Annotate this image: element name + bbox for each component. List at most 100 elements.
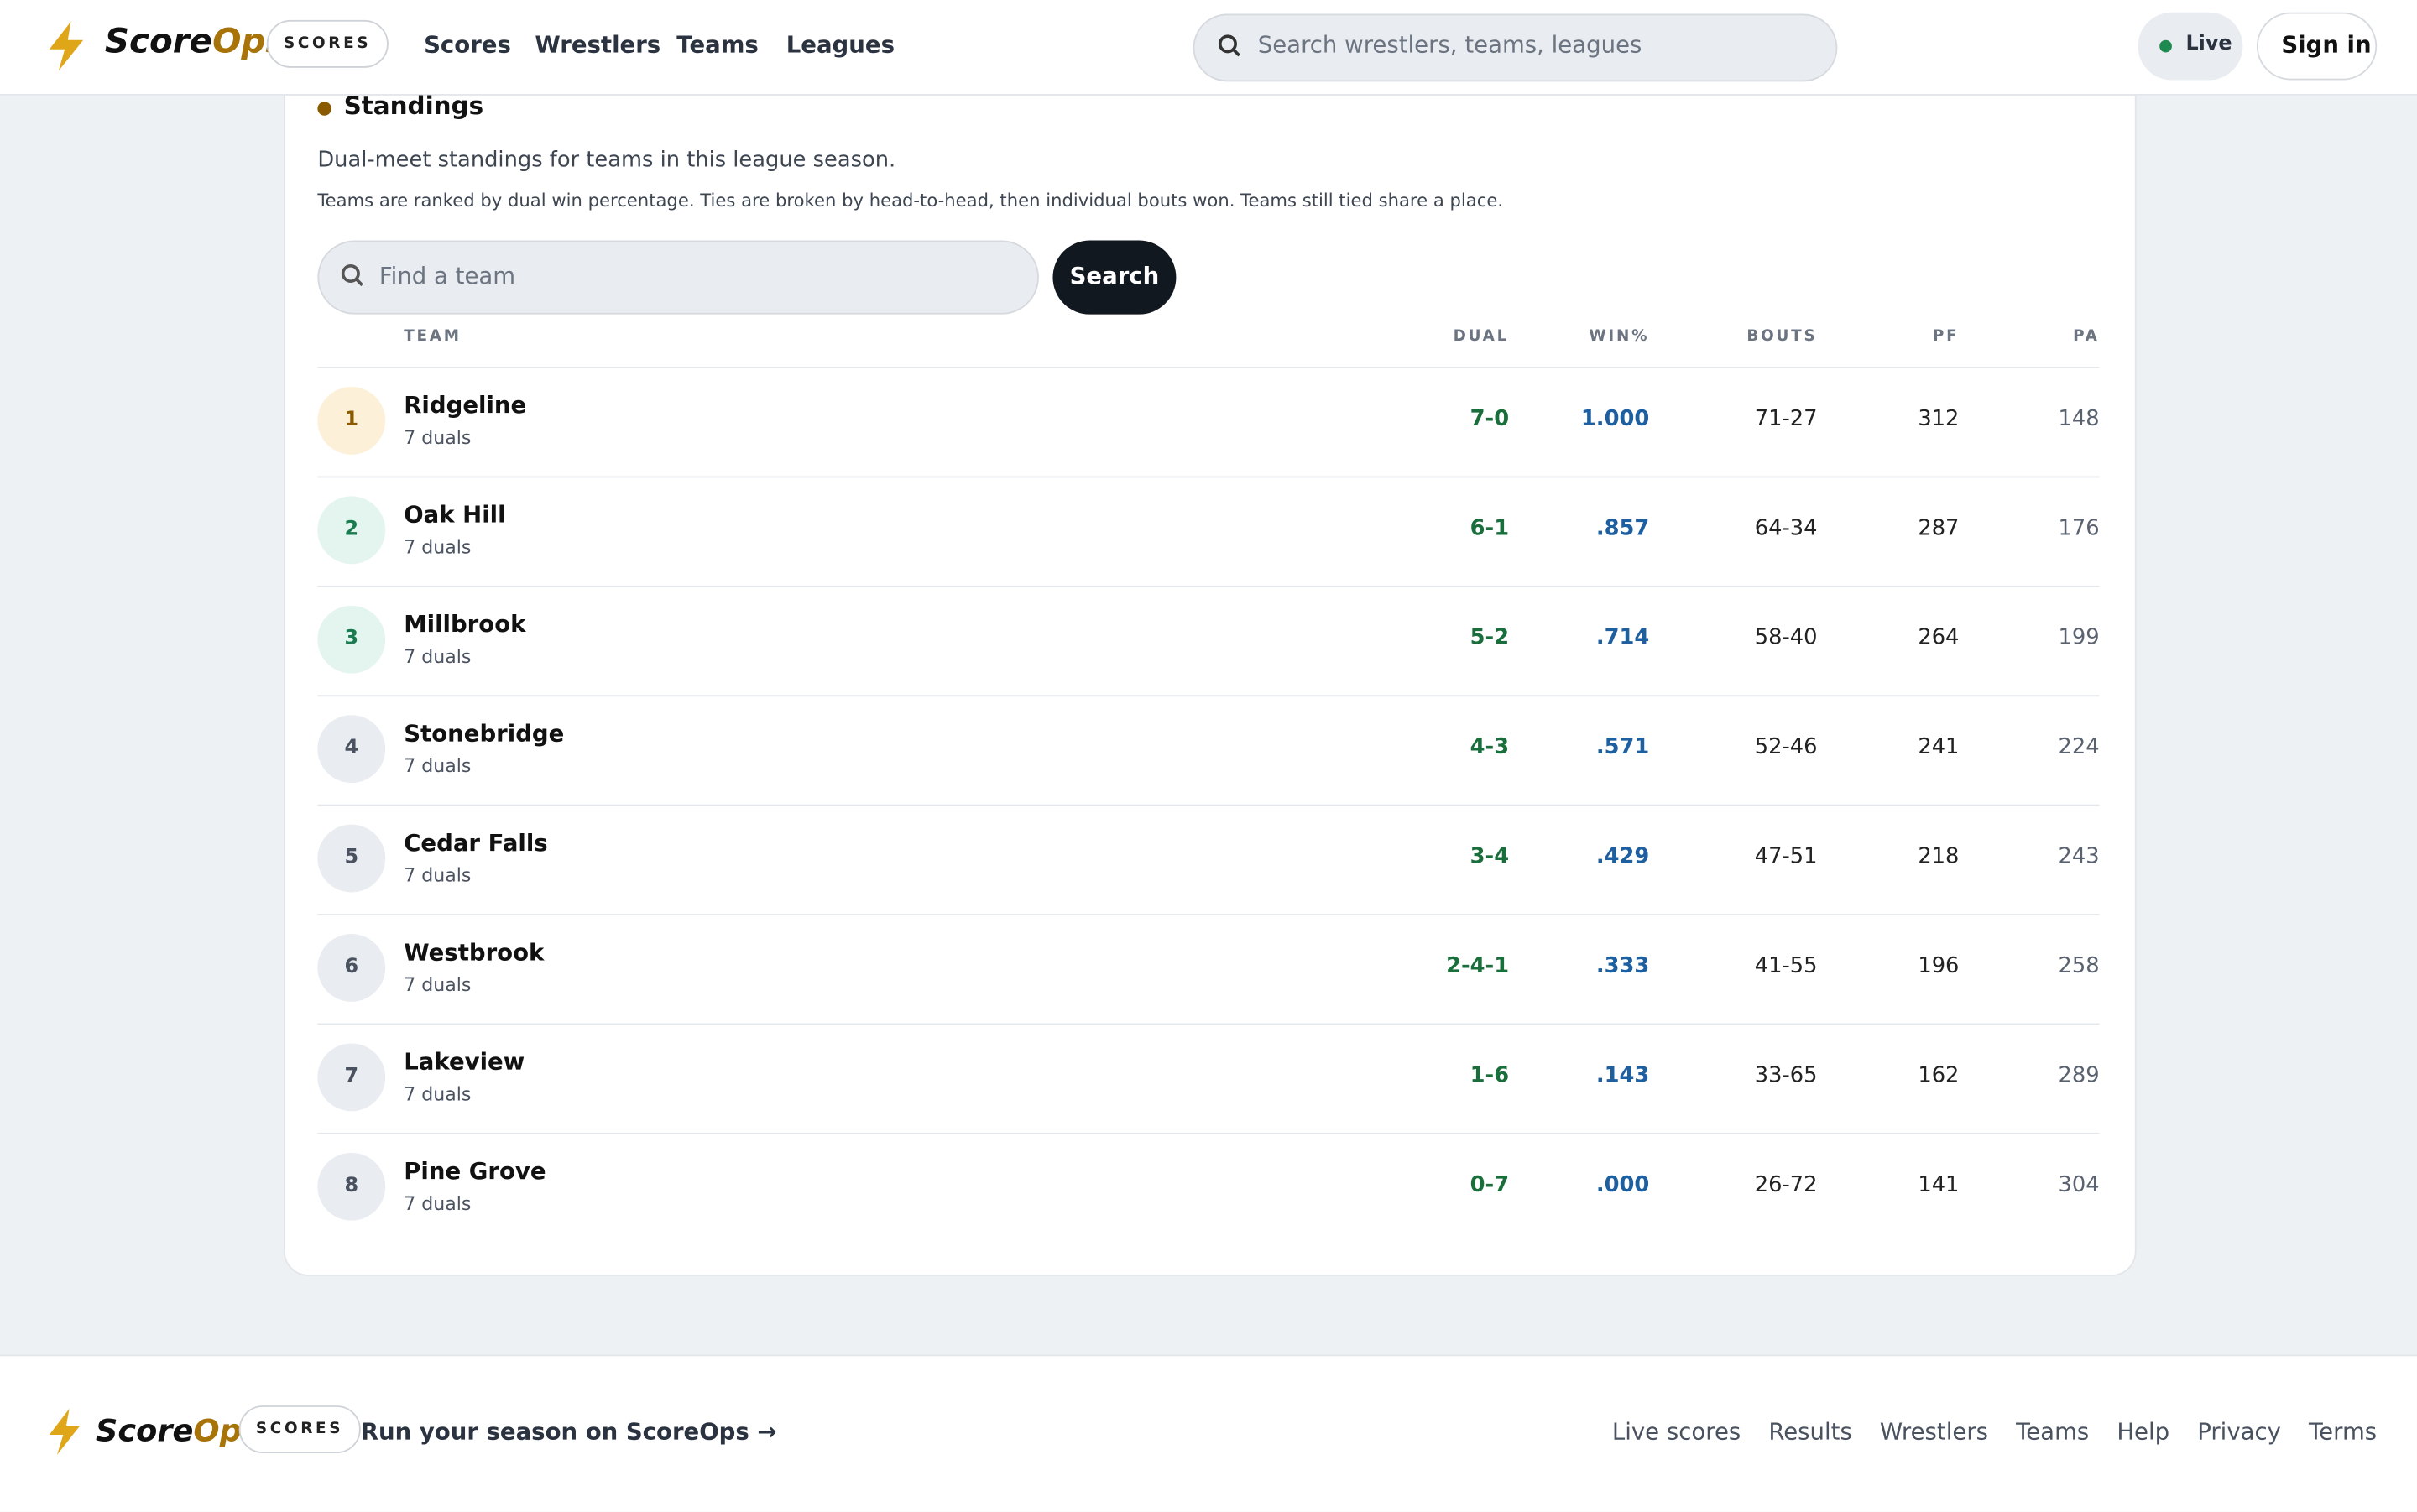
footer-link[interactable]: Privacy: [2197, 1417, 2281, 1446]
standings-card: [283, 0, 2137, 1276]
bouts: 47-51: [1754, 844, 1818, 869]
dual-record: 1-6: [1470, 1063, 1510, 1088]
win-pct: 1.000: [1580, 406, 1650, 432]
team-duals: 7 duals: [404, 973, 472, 996]
column-header: WIN%: [1589, 328, 1650, 346]
points-against: 148: [2058, 406, 2100, 432]
footer-cta[interactable]: Run your season on ScoreOps →: [360, 1417, 777, 1446]
team-name[interactable]: Cedar Falls: [404, 829, 548, 858]
rank-badge: 7: [317, 1043, 386, 1112]
team-duals: 7 duals: [404, 754, 472, 777]
points-for: 241: [1918, 735, 1960, 760]
footer-link[interactable]: Wrestlers: [1879, 1417, 1989, 1446]
sign-in-label: Sign in: [2281, 30, 2372, 59]
dual-record: 7-0: [1470, 406, 1510, 432]
footer-link[interactable]: Help: [2117, 1417, 2170, 1446]
points-for: 218: [1918, 844, 1960, 869]
bouts: 26-72: [1754, 1172, 1818, 1198]
search-button[interactable]: Search: [1052, 240, 1177, 315]
footer-link[interactable]: Results: [1768, 1417, 1852, 1446]
bouts: 71-27: [1754, 406, 1818, 432]
rank-badge: 2: [317, 496, 386, 565]
badge: SCORES: [266, 19, 389, 68]
points-against: 176: [2058, 516, 2100, 541]
badge: SCORES: [238, 1405, 361, 1454]
points-against: 243: [2058, 844, 2100, 869]
brand[interactable]: ScoreOps: [105, 23, 285, 62]
live-label: Live: [2185, 32, 2232, 56]
sign-in-button[interactable]: [2256, 12, 2378, 81]
footer-link[interactable]: Teams: [2016, 1417, 2090, 1446]
section-title: Standings: [343, 91, 484, 121]
nav-link[interactable]: Wrestlers: [535, 30, 661, 59]
find-team-box[interactable]: [317, 240, 1039, 315]
row-divider: [317, 1023, 2100, 1025]
nav-link[interactable]: Teams: [676, 30, 759, 59]
team-name[interactable]: Lakeview: [404, 1047, 525, 1077]
win-pct: .000: [1595, 1172, 1650, 1198]
win-pct: .857: [1595, 516, 1650, 541]
team-name[interactable]: Stonebridge: [404, 719, 565, 748]
dual-record: 5-2: [1470, 625, 1510, 651]
live-dot: [2159, 39, 2172, 53]
row-divider: [317, 476, 2100, 478]
dual-record: 3-4: [1470, 844, 1510, 869]
find-team-placeholder: Find a team: [378, 262, 516, 290]
live-pill[interactable]: [2138, 12, 2243, 81]
bouts: 52-46: [1754, 735, 1818, 760]
section-note: Teams are ranked by dual win percentage.…: [317, 189, 1504, 211]
dual-record: 4-3: [1470, 735, 1510, 760]
dual-record: 0-7: [1470, 1172, 1510, 1198]
team-duals: 7 duals: [404, 864, 472, 887]
team-name[interactable]: Westbrook: [404, 938, 545, 967]
column-header: PF: [1932, 328, 1960, 346]
footer-link[interactable]: Terms: [2309, 1417, 2378, 1446]
team-name[interactable]: Pine Grove: [404, 1157, 546, 1186]
nav-link[interactable]: Leagues: [786, 30, 895, 59]
points-against: 199: [2058, 625, 2100, 651]
row-divider: [317, 914, 2100, 915]
row-divider: [317, 804, 2100, 806]
brand-a: Score: [95, 1411, 194, 1449]
rank-badge: 8: [317, 1152, 386, 1221]
bouts: 64-34: [1754, 516, 1818, 541]
team-duals: 7 duals: [404, 1083, 472, 1105]
search-icon: [341, 263, 363, 287]
win-pct: .429: [1595, 844, 1650, 869]
logo-icon: [49, 1408, 81, 1455]
brand[interactable]: ScoreOps: [96, 1411, 260, 1448]
team-duals: 7 duals: [404, 536, 472, 558]
nav-link[interactable]: Scores: [424, 30, 511, 59]
bouts: 33-65: [1754, 1063, 1818, 1088]
points-against: 224: [2058, 735, 2100, 760]
search-box[interactable]: [1193, 13, 1838, 82]
footer-link[interactable]: Live scores: [1611, 1417, 1741, 1446]
dual-record: 6-1: [1470, 516, 1510, 541]
team-duals: 7 duals: [404, 1192, 472, 1215]
points-for: 162: [1918, 1063, 1960, 1088]
points-for: 264: [1918, 625, 1960, 651]
points-against: 258: [2058, 953, 2100, 979]
points-for: 196: [1918, 953, 1960, 979]
team-name[interactable]: Ridgeline: [404, 391, 527, 420]
bouts: 58-40: [1754, 625, 1818, 651]
points-for: 312: [1918, 406, 1960, 432]
points-for: 141: [1918, 1172, 1960, 1198]
section-dot: [317, 102, 331, 116]
section-description: Dual-meet standings for teams in this le…: [317, 148, 896, 173]
brand-a: Score: [104, 23, 213, 62]
bouts: 41-55: [1754, 953, 1818, 979]
rank-badge: 6: [317, 934, 386, 1002]
search-icon: [1218, 34, 1241, 57]
points-for: 287: [1918, 516, 1960, 541]
points-against: 289: [2058, 1063, 2100, 1088]
win-pct: .714: [1595, 625, 1650, 651]
team-name[interactable]: Millbrook: [404, 610, 526, 639]
dual-record: 2-4-1: [1446, 953, 1510, 979]
points-against: 304: [2058, 1172, 2100, 1198]
team-name[interactable]: Oak Hill: [404, 500, 506, 529]
row-divider: [317, 367, 2100, 368]
row-divider: [317, 585, 2100, 587]
